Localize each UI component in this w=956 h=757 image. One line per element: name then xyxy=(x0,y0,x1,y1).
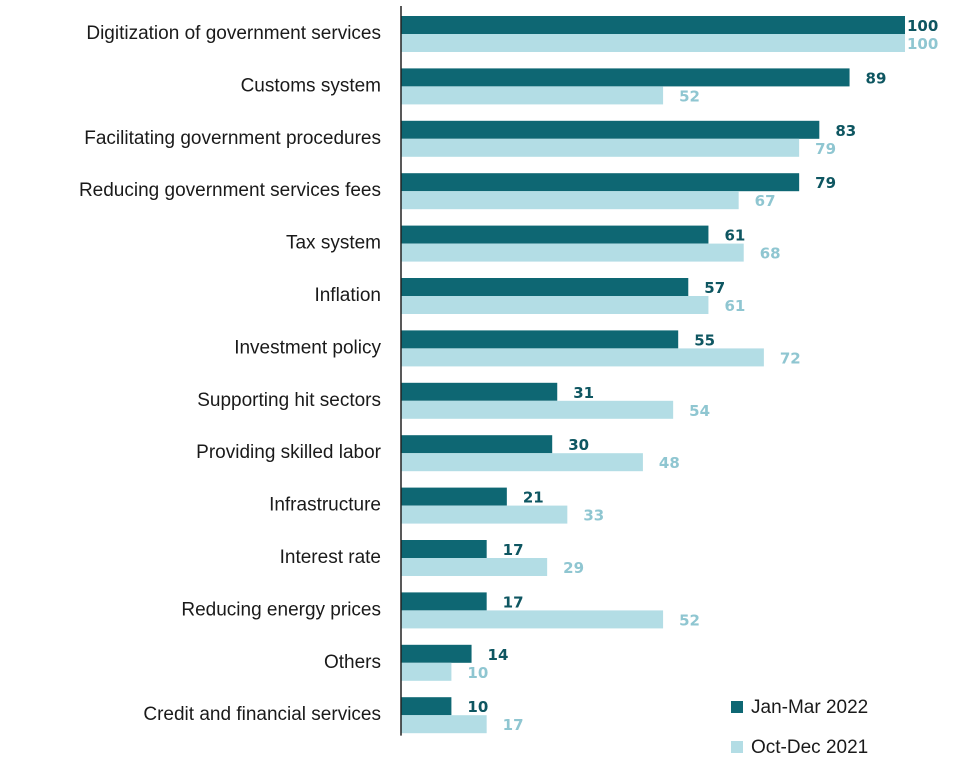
category-label: Infrastructure xyxy=(269,495,381,516)
data-label: 100 xyxy=(907,17,938,35)
data-label: 52 xyxy=(679,611,700,629)
bar-oct-dec-2021 xyxy=(401,715,487,734)
bar-jan-mar-2022 xyxy=(401,120,820,139)
bar-jan-mar-2022 xyxy=(401,330,679,349)
data-label: 55 xyxy=(694,331,715,349)
bar-oct-dec-2021 xyxy=(401,400,674,419)
bar-oct-dec-2021 xyxy=(401,453,643,472)
data-label: 79 xyxy=(815,140,836,158)
data-label: 31 xyxy=(573,384,594,402)
bar-jan-mar-2022 xyxy=(401,592,487,611)
data-label: 54 xyxy=(689,402,710,420)
category-label: Providing skilled labor xyxy=(196,442,381,463)
bar-oct-dec-2021 xyxy=(401,505,568,524)
bar-oct-dec-2021 xyxy=(401,558,548,576)
data-label: 29 xyxy=(563,559,584,577)
value-labels: 1001008952837979676168576155723154304821… xyxy=(467,17,938,734)
category-label: Interest rate xyxy=(280,547,381,568)
bar-jan-mar-2022 xyxy=(401,16,905,34)
data-label: 17 xyxy=(503,716,524,734)
bars-group xyxy=(401,16,905,734)
category-label: Others xyxy=(324,652,381,673)
data-label: 57 xyxy=(704,279,725,297)
data-label: 33 xyxy=(583,507,604,525)
data-label: 10 xyxy=(467,698,488,716)
bar-jan-mar-2022 xyxy=(401,225,709,244)
legend: Jan-Mar 2022 Oct-Dec 2021 xyxy=(731,697,868,757)
bar-jan-mar-2022 xyxy=(401,487,507,506)
data-label: 68 xyxy=(760,245,781,263)
data-label: 17 xyxy=(503,593,524,611)
data-label: 83 xyxy=(835,122,856,140)
bar-oct-dec-2021 xyxy=(401,348,764,367)
data-label: 14 xyxy=(488,646,509,664)
category-label: Customs system xyxy=(241,75,381,96)
bar-jan-mar-2022 xyxy=(401,644,472,663)
data-label: 30 xyxy=(568,436,589,454)
data-label: 100 xyxy=(907,35,938,53)
data-label: 61 xyxy=(724,227,745,245)
legend-label: Jan-Mar 2022 xyxy=(751,697,868,718)
category-label: Inflation xyxy=(314,285,381,306)
legend-label: Oct-Dec 2021 xyxy=(751,737,868,757)
data-label: 21 xyxy=(523,489,544,507)
bar-oct-dec-2021 xyxy=(401,296,709,314)
category-label: Digitization of government services xyxy=(86,23,381,44)
data-label: 10 xyxy=(467,664,488,682)
category-label: Credit and financial services xyxy=(143,704,381,725)
category-label: Reducing government services fees xyxy=(79,180,381,201)
bar-jan-mar-2022 xyxy=(401,697,452,716)
data-label: 67 xyxy=(755,192,776,210)
bar-oct-dec-2021 xyxy=(401,243,744,262)
category-labels: Digitization of government services Custo… xyxy=(79,23,382,725)
bar-jan-mar-2022 xyxy=(401,173,800,192)
data-label: 72 xyxy=(780,349,801,367)
bar-oct-dec-2021 xyxy=(401,610,664,629)
data-label: 79 xyxy=(815,174,836,192)
data-label: 52 xyxy=(679,87,700,105)
bar-jan-mar-2022 xyxy=(401,278,689,296)
bar-oct-dec-2021 xyxy=(401,138,800,157)
bar-oct-dec-2021 xyxy=(401,662,452,681)
data-label: 89 xyxy=(866,69,887,87)
category-label: Facilitating government procedures xyxy=(84,128,381,149)
bar-oct-dec-2021 xyxy=(401,86,664,105)
bar-oct-dec-2021 xyxy=(401,34,905,52)
bar-jan-mar-2022 xyxy=(401,68,850,87)
category-label: Supporting hit sectors xyxy=(197,390,381,411)
bar-jan-mar-2022 xyxy=(401,540,487,558)
bar-jan-mar-2022 xyxy=(401,435,553,454)
bar-jan-mar-2022 xyxy=(401,382,558,401)
legend-swatch xyxy=(731,741,743,753)
data-label: 61 xyxy=(724,297,745,315)
data-label: 48 xyxy=(659,454,680,472)
data-label: 17 xyxy=(503,541,524,559)
category-label: Investment policy xyxy=(234,337,381,358)
legend-swatch xyxy=(731,701,743,713)
bar-oct-dec-2021 xyxy=(401,191,739,210)
category-label: Tax system xyxy=(286,233,381,254)
category-label: Reducing energy prices xyxy=(181,599,381,620)
